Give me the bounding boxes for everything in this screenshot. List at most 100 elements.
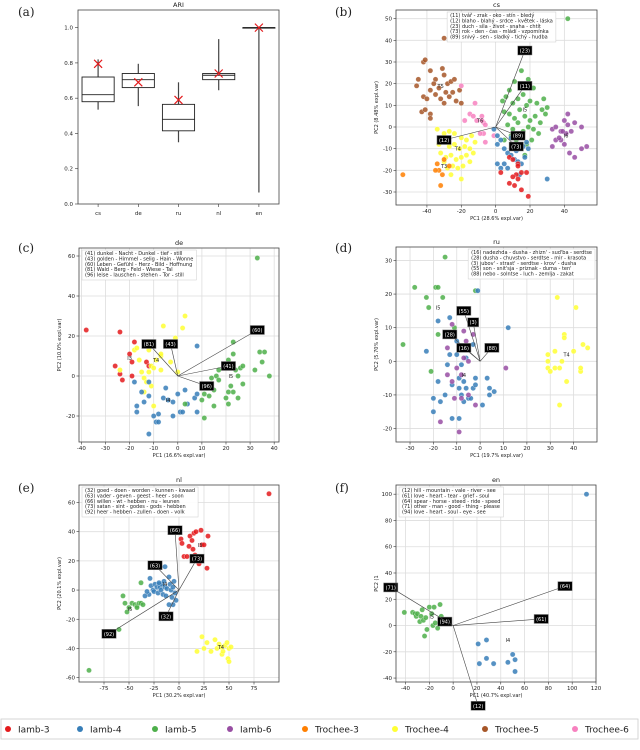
- data-point: [580, 341, 586, 348]
- data-point: [556, 365, 563, 371]
- data-point: [470, 150, 477, 156]
- loading-arrow-group: (55): [456, 306, 481, 362]
- arrow-label-box: [533, 614, 549, 624]
- data-point: [218, 644, 224, 650]
- topic-legend-entry: (32) goed - doen - worden - kunnen - kwa…: [85, 488, 195, 494]
- data-point: [240, 381, 246, 387]
- data-point: [117, 367, 123, 373]
- mean-marker: [254, 23, 264, 33]
- data-point: [182, 313, 188, 319]
- data-point: [565, 15, 571, 22]
- loading-arrow-group: (41): [177, 361, 236, 377]
- data-point: [163, 593, 169, 599]
- topic-legend-box: [467, 248, 596, 280]
- data-point: [577, 365, 584, 371]
- mean-marker: [214, 69, 224, 78]
- data-point: [428, 368, 434, 375]
- x-tick-label: 40: [570, 446, 577, 452]
- data-point: [430, 408, 437, 415]
- arrow-label: (89): [513, 134, 523, 140]
- data-point: [435, 331, 441, 338]
- topic-legend-entry: (73) rok - den - čas - mládí - vzpomínka: [450, 28, 549, 35]
- data-point: [523, 139, 530, 145]
- chart-title: en: [492, 476, 500, 484]
- legend-item-Iamb-3: Iamb-3: [5, 726, 50, 736]
- data-point: [435, 378, 441, 385]
- data-point: [146, 369, 152, 375]
- data-point: [437, 398, 444, 405]
- data-point: [208, 375, 215, 381]
- box-cs: cs: [81, 59, 115, 217]
- series-Trochee-4: [194, 634, 234, 665]
- arrow-label-box: [456, 306, 472, 316]
- arrow-label: (12): [439, 138, 449, 144]
- x-tick-label: en: [255, 211, 262, 217]
- data-point: [162, 385, 169, 391]
- data-point: [442, 392, 448, 398]
- data-point: [184, 553, 190, 560]
- legend-marker: [482, 726, 488, 732]
- data-point: [261, 349, 268, 355]
- arrow-label-box: [189, 553, 205, 564]
- data-point: [426, 604, 433, 610]
- arrow-label-box: [470, 701, 486, 711]
- y-tick-label: 0: [389, 359, 393, 365]
- data-point: [204, 565, 210, 571]
- x-tick-label: -20: [125, 446, 134, 452]
- data-point: [506, 180, 513, 187]
- topic-legend-entry: (89) snivý - sen - sladký - tichý - hudb…: [450, 34, 548, 41]
- y-tick-label: 20: [68, 334, 75, 340]
- plot-frame: [395, 9, 598, 206]
- data-point: [523, 169, 530, 176]
- data-point: [423, 614, 429, 621]
- series-Iamb-6: [437, 321, 509, 435]
- data-point: [534, 100, 540, 106]
- data-point: [432, 167, 439, 174]
- arrow-label: (55): [459, 309, 469, 315]
- x-tick-label: -40: [77, 446, 86, 452]
- loading-arrow: [452, 625, 479, 706]
- data-point: [422, 57, 428, 63]
- data-point: [583, 143, 590, 150]
- legend-item-Trochee-6: Trochee-6: [572, 726, 629, 736]
- data-point: [444, 345, 451, 351]
- y-tick-label: 20: [385, 82, 392, 88]
- data-point: [532, 113, 538, 119]
- y-tick-label: 20: [385, 597, 392, 603]
- y-axis-label: PC2 (5.70% expl.var): [374, 318, 380, 371]
- loading-arrow-group: (60): [177, 325, 265, 377]
- arrow-label: (16): [459, 346, 469, 352]
- data-point: [525, 145, 532, 152]
- legend-item-Trochee-4: Trochee-4: [392, 726, 449, 736]
- data-point: [150, 403, 157, 409]
- y-tick-label: 80: [385, 518, 392, 524]
- panel-letter: (f): [335, 481, 349, 495]
- loading-arrow: [177, 329, 258, 377]
- loading-arrow: [177, 365, 229, 377]
- loading-arrow-group: (94): [437, 616, 454, 627]
- data-point: [413, 83, 420, 89]
- loading-arrow-group: (3): [467, 317, 481, 362]
- data-point: [112, 363, 118, 369]
- cluster-label: T6: [476, 119, 483, 125]
- data-point: [568, 128, 574, 135]
- data-point: [212, 636, 218, 643]
- data-point: [194, 391, 200, 397]
- topic-legend-entry: (3) jubov' - strast' - serdtse - krov' -…: [471, 261, 576, 267]
- data-point: [501, 161, 507, 167]
- data-point: [494, 161, 501, 167]
- topic-legend-entry: (11) tvář - zrak - oko - stín - bledý: [450, 12, 534, 19]
- y-tick-label: 40: [68, 530, 75, 536]
- cluster-label: T3: [440, 164, 447, 170]
- x-tick-label: 10: [500, 446, 507, 452]
- data-point: [431, 604, 437, 610]
- data-point: [170, 584, 176, 590]
- data-point: [545, 351, 551, 358]
- arrow-label-box: [167, 525, 183, 535]
- y-axis-label: PC2 (8.48% expl.var): [374, 81, 380, 134]
- data-point: [423, 348, 430, 354]
- data-point: [182, 387, 188, 393]
- data-point: [547, 368, 554, 375]
- cluster-label: I6: [564, 134, 569, 140]
- x-tick-label: 60: [521, 686, 528, 692]
